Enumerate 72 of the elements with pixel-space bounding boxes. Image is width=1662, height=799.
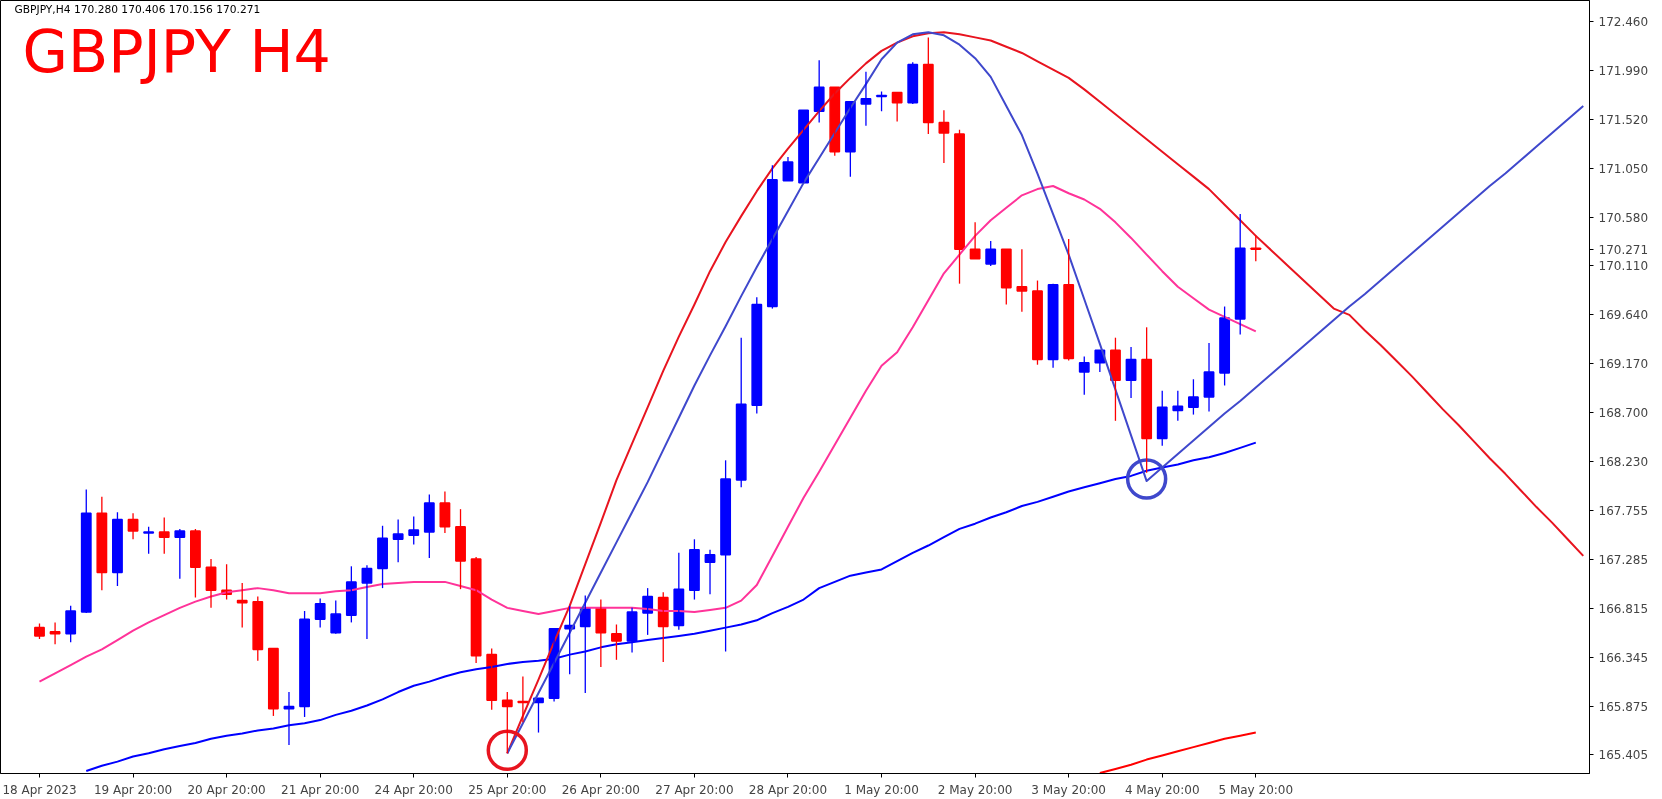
candlestick (1063, 238, 1075, 362)
x-tick-label: 1 May 20:00 (844, 782, 919, 797)
candlestick (455, 508, 466, 590)
line-series (1098, 731, 1257, 774)
candlestick (1156, 390, 1168, 447)
y-tick-label: 165.875 (1598, 699, 1649, 714)
line-series (85, 441, 1257, 773)
x-tick-label: 3 May 20:00 (1031, 782, 1106, 797)
x-tick-label: 4 May 20:00 (1124, 782, 1200, 797)
candlestick (1032, 279, 1043, 366)
candlestick (330, 599, 342, 635)
y-tick-label: 171.520 (1598, 112, 1649, 127)
y-tick-label: 167.285 (1598, 553, 1649, 568)
candlestick (112, 511, 123, 587)
line-series (38, 184, 1257, 683)
x-tick-label: 18 Apr 2023 (2, 782, 77, 797)
candlestick (65, 605, 77, 643)
y-tick-label: 166.815 (1598, 601, 1649, 616)
candlestick (922, 36, 934, 135)
chart-title: GBPJPY H4 (22, 17, 331, 86)
candlestick (611, 623, 622, 661)
candlestick (1078, 355, 1090, 396)
y-tick-label: 170.110 (1598, 259, 1649, 274)
candlestick (189, 528, 201, 599)
candlestick (1187, 378, 1199, 416)
x-tick-label: 5 May 20:00 (1218, 782, 1294, 797)
candlestick (751, 296, 763, 415)
y-tick-label: 165.405 (1598, 748, 1649, 763)
candlestick (1000, 248, 1012, 306)
y-tick-label: 171.990 (1598, 64, 1649, 79)
y-tick-label: 170.580 (1598, 210, 1649, 225)
candlestick (688, 538, 700, 601)
y-tick-label: 169.640 (1598, 308, 1649, 323)
candlestick (1219, 305, 1231, 387)
candlestick (798, 109, 809, 184)
y-tick-label: 168.700 (1598, 406, 1649, 421)
x-tick-label: 21 Apr 20:00 (281, 782, 360, 797)
x-tick-label: 27 Apr 20:00 (655, 782, 734, 797)
candlestick (720, 459, 732, 653)
y-tick-label: 172.460 (1598, 15, 1649, 30)
candlestick (267, 647, 279, 717)
y-tick-label: 169.170 (1598, 357, 1649, 372)
candlestick (907, 61, 919, 105)
y-tick-label: 166.345 (1598, 650, 1649, 665)
candlestick (377, 525, 388, 589)
candlestick (423, 493, 435, 559)
x-tick-label: 20 Apr 20:00 (187, 782, 266, 797)
x-tick-label: 19 Apr 20:00 (93, 782, 173, 797)
chart-subtitle: GBPJPY,H4 170.280 170.406 170.156 170.271 (14, 2, 261, 16)
x-tick-label: 2 May 20:00 (937, 782, 1013, 797)
candlestick (985, 240, 997, 267)
candlestick (1234, 213, 1246, 336)
y-tick-label: 168.230 (1598, 454, 1649, 469)
x-tick-label: 28 Apr 20:00 (748, 782, 828, 797)
y-tick-label: 171.050 (1598, 161, 1649, 176)
candlestick (143, 526, 155, 555)
candlestick (408, 515, 420, 546)
y-tick-label: 167.755 (1598, 504, 1649, 519)
x-tick-label: 26 Apr 20:00 (561, 782, 640, 797)
candlestick (314, 597, 326, 629)
candlestick (954, 129, 965, 285)
x-tick-label: 24 Apr 20:00 (374, 782, 453, 797)
x-tick-label: 25 Apr 20:00 (468, 782, 547, 797)
candlestick (252, 595, 264, 662)
candlestick (80, 488, 92, 614)
candlestick (299, 610, 311, 718)
candlestick (49, 621, 61, 645)
candlestick (735, 337, 747, 488)
candlestick (1141, 326, 1153, 474)
y-tick-label: 170.271 (1598, 242, 1649, 257)
candlestick (158, 516, 170, 555)
candlestick (174, 528, 186, 580)
